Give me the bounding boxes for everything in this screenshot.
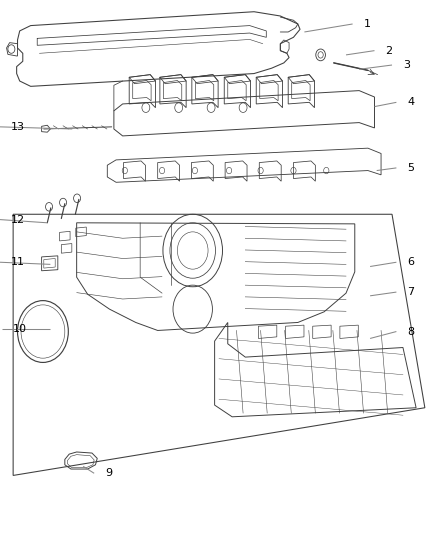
Text: 13: 13 [11, 122, 25, 132]
Text: 3: 3 [403, 60, 410, 70]
Text: 10: 10 [13, 325, 27, 334]
Text: 8: 8 [407, 327, 414, 336]
Text: 11: 11 [11, 257, 25, 267]
Text: 1: 1 [364, 19, 371, 29]
Text: 9: 9 [105, 469, 112, 478]
Text: 5: 5 [407, 163, 414, 173]
Text: 6: 6 [407, 257, 414, 267]
Text: 12: 12 [11, 215, 25, 224]
Text: 7: 7 [407, 287, 414, 297]
Text: 2: 2 [385, 46, 392, 55]
Text: 4: 4 [407, 98, 414, 107]
